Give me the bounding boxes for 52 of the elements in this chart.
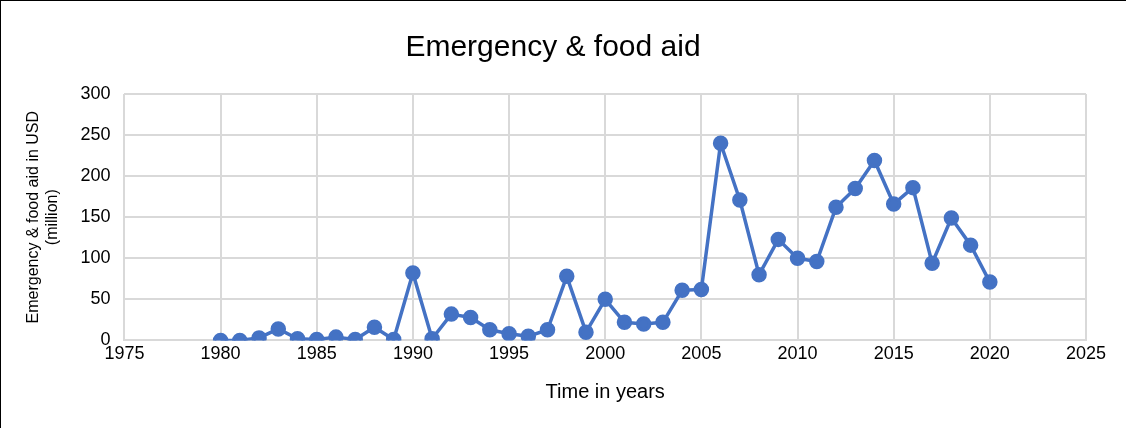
x-axis-title: Time in years	[545, 379, 665, 402]
point	[539, 321, 556, 338]
point	[809, 253, 825, 270]
point	[866, 152, 883, 169]
y-tick-label: 150	[80, 206, 111, 227]
point	[501, 326, 517, 341]
x-tick-label: 2020	[969, 343, 1010, 364]
point	[693, 281, 710, 298]
point	[732, 192, 748, 208]
point	[270, 321, 287, 337]
x-tick-label: 1980	[200, 343, 241, 364]
point	[885, 196, 902, 212]
y-axis-title: Emergency & food aid in USD (million)	[24, 110, 61, 324]
point	[366, 319, 383, 336]
point	[520, 328, 537, 341]
point	[578, 324, 594, 340]
y-tick-label: 50	[90, 288, 111, 309]
point	[847, 180, 863, 197]
y-tick-label: 300	[80, 82, 111, 103]
y-tick-label: 250	[80, 124, 111, 145]
point	[616, 314, 633, 331]
x-tick-label: 1995	[489, 343, 530, 364]
point	[712, 135, 729, 152]
point	[635, 316, 652, 332]
point	[828, 199, 844, 216]
point	[597, 291, 613, 308]
point	[962, 237, 979, 253]
chart-title: Emergency & food aid	[405, 29, 701, 63]
x-tick-label: 2010	[777, 343, 818, 364]
x-tick-label: 2000	[585, 343, 626, 364]
point	[751, 266, 767, 283]
point	[655, 314, 671, 331]
point	[905, 179, 921, 196]
point	[674, 282, 690, 299]
x-tick-label: 2025	[1065, 343, 1107, 364]
point	[559, 268, 575, 285]
point	[789, 250, 806, 267]
point	[770, 231, 787, 248]
y-tick-label: 200	[80, 165, 111, 186]
x-tick-label: 1985	[296, 343, 337, 364]
point	[924, 255, 940, 271]
point	[443, 306, 460, 322]
x-tick-label: 2005	[681, 343, 722, 364]
x-tick-label: 2015	[873, 343, 914, 364]
point	[943, 210, 960, 226]
x-tick-label: 1990	[392, 343, 433, 364]
point	[482, 321, 498, 338]
point	[982, 274, 998, 290]
point	[328, 329, 344, 341]
point	[462, 309, 479, 326]
point	[405, 265, 421, 281]
y-tick-label: 100	[80, 247, 111, 268]
